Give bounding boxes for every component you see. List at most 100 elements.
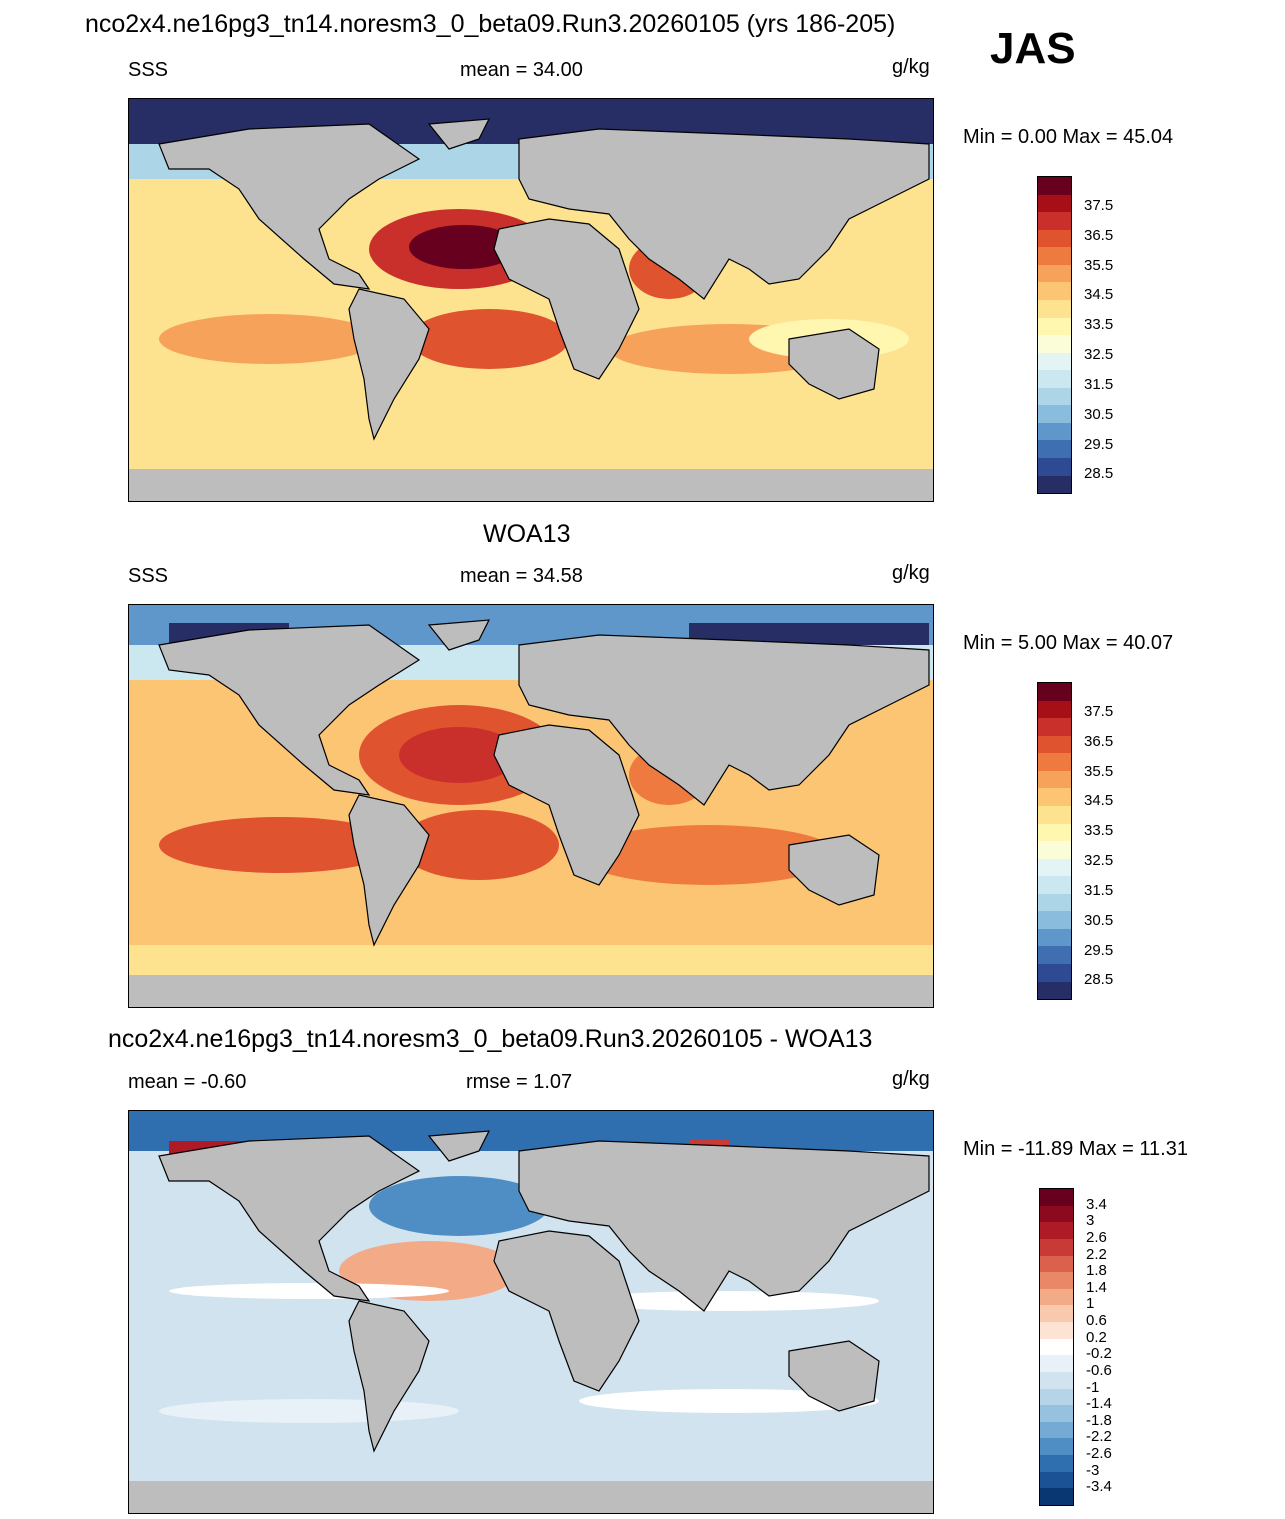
colorbar-swatch [1040, 1388, 1073, 1406]
panel3-units-label: g/kg [892, 1068, 930, 1090]
colorbar-tick-label: 30.5 [1084, 405, 1114, 423]
colorbar-swatch [1040, 1455, 1073, 1472]
colorbar-swatch [1038, 753, 1071, 771]
colorbar-tick-label: 32.5 [1084, 346, 1114, 364]
colorbar-swatch [1038, 876, 1071, 894]
panel3-title: nco2x4.ne16pg3_tn14.noresm3_0_beta09.Run… [108, 1025, 873, 1053]
panel1-map [128, 98, 934, 502]
colorbar-swatch [1040, 1205, 1073, 1223]
colorbar-tick-label: 2.6 [1086, 1228, 1107, 1246]
figure-title: nco2x4.ne16pg3_tn14.noresm3_0_beta09.Run… [85, 10, 896, 38]
colorbar-swatch [1040, 1471, 1073, 1489]
colorbar-tick-label: -3.4 [1086, 1478, 1112, 1496]
colorbar-swatch [1038, 194, 1071, 213]
colorbar-swatch [1038, 718, 1071, 736]
panel2-map [128, 604, 934, 1008]
colorbar-swatch [1040, 1438, 1073, 1455]
panel1-colorbar [1037, 176, 1072, 494]
colorbar-swatch [1038, 177, 1071, 195]
panel3-colorbar-labels: 3.4 3 2.6 2.2 1.8 1.4 1 0.6 0.2 -0.2 -0.6 -1 -1.4 -1.… [1086, 1188, 1146, 1504]
colorbar-swatch [1038, 475, 1071, 494]
colorbar-tick-label: 34.5 [1084, 286, 1114, 304]
colorbar-swatch [1038, 700, 1071, 719]
colorbar-swatch [1040, 1305, 1073, 1322]
colorbar-tick-label: -1.8 [1086, 1411, 1112, 1429]
colorbar-tick-label: -1 [1086, 1378, 1100, 1396]
colorbar-tick-label: -0.6 [1086, 1361, 1112, 1379]
colorbar-swatch [1038, 981, 1071, 1000]
colorbar-tick-label: 0.2 [1086, 1328, 1107, 1346]
panel3-rmse-label: rmse = 1.07 [466, 1071, 573, 1093]
panel3-minmax-label: Min = -11.89 Max = 11.31 [963, 1138, 1188, 1160]
colorbar-tick-label: 1.8 [1086, 1262, 1107, 1280]
panel2-colorbar [1037, 682, 1072, 1000]
colorbar-swatch [1038, 264, 1071, 283]
colorbar-swatch [1038, 247, 1071, 265]
colorbar-tick-label: 35.5 [1084, 256, 1114, 274]
colorbar-swatch [1038, 893, 1071, 912]
colorbar-swatch [1038, 858, 1071, 877]
colorbar-swatch [1038, 805, 1071, 824]
panel1-mean-label: mean = 34.00 [460, 59, 583, 81]
colorbar-swatch [1040, 1405, 1073, 1422]
panel3-mean-label: mean = -0.60 [128, 1071, 247, 1093]
colorbar-tick-label: 33.5 [1084, 316, 1114, 334]
colorbar-tick-label: 0.6 [1086, 1312, 1107, 1330]
colorbar-tick-label: -1.4 [1086, 1395, 1112, 1413]
colorbar-swatch [1038, 387, 1071, 406]
colorbar-swatch [1038, 683, 1071, 701]
colorbar-swatch [1038, 422, 1071, 441]
colorbar-tick-label: 34.5 [1084, 792, 1114, 810]
colorbar-tick-label: 29.5 [1084, 941, 1114, 959]
season-label: JAS [990, 24, 1076, 73]
colorbar-swatch [1038, 299, 1071, 318]
colorbar-tick-label: -3 [1086, 1461, 1100, 1479]
colorbar-swatch [1038, 928, 1071, 947]
panel1-units-label: g/kg [892, 56, 930, 78]
colorbar-swatch [1038, 946, 1071, 964]
colorbar-tick-label: 31.5 [1084, 375, 1114, 393]
colorbar-tick-label: -2.2 [1086, 1428, 1112, 1446]
panel3-colorbar [1039, 1188, 1074, 1506]
panel2-variable-label: SSS [128, 565, 169, 587]
colorbar-swatch [1038, 370, 1071, 388]
colorbar-swatch [1040, 1222, 1073, 1239]
colorbar-swatch [1040, 1288, 1073, 1306]
panel1-minmax-label: Min = 0.00 Max = 45.04 [963, 126, 1174, 148]
panel2-mean-label: mean = 34.58 [460, 565, 583, 587]
colorbar-swatch [1038, 282, 1071, 300]
colorbar-tick-label: 33.5 [1084, 822, 1114, 840]
colorbar-swatch [1038, 440, 1071, 458]
colorbar-swatch [1038, 352, 1071, 371]
colorbar-swatch [1040, 1371, 1073, 1389]
colorbar-tick-label: 32.5 [1084, 852, 1114, 870]
panel2-units-label: g/kg [892, 562, 930, 584]
colorbar-swatch [1038, 788, 1071, 806]
panel2-title: WOA13 [483, 520, 571, 548]
colorbar-swatch [1038, 911, 1071, 929]
panel2-minmax-label: Min = 5.00 Max = 40.07 [963, 632, 1174, 654]
colorbar-swatch [1040, 1322, 1073, 1339]
colorbar-tick-label: 31.5 [1084, 881, 1114, 899]
colorbar-swatch [1038, 823, 1071, 842]
panel1-colorbar-labels: 37.5 36.5 35.5 34.5 33.5 32.5 31.5 30.5 29.5 28.5 [1084, 176, 1144, 492]
colorbar-tick-label: 29.5 [1084, 435, 1114, 453]
colorbar-swatch [1038, 229, 1071, 248]
colorbar-tick-label: 37.5 [1084, 196, 1114, 214]
colorbar-tick-label: 1.4 [1086, 1278, 1107, 1296]
colorbar-swatch [1038, 841, 1071, 859]
colorbar-tick-label: 28.5 [1084, 971, 1114, 989]
colorbar-swatch [1038, 735, 1071, 754]
colorbar-swatch [1040, 1272, 1073, 1289]
colorbar-tick-label: 2.2 [1086, 1245, 1107, 1263]
colorbar-tick-label: 1 [1086, 1295, 1095, 1313]
colorbar-tick-label: 30.5 [1084, 911, 1114, 929]
colorbar-tick-label: -2.6 [1086, 1445, 1112, 1463]
colorbar-swatch [1040, 1255, 1073, 1273]
colorbar-swatch [1038, 964, 1071, 982]
colorbar-tick-label: 3.4 [1086, 1195, 1107, 1213]
colorbar-swatch [1040, 1488, 1073, 1505]
colorbar-tick-label: -0.2 [1086, 1345, 1112, 1363]
colorbar-tick-label: 36.5 [1084, 732, 1114, 750]
colorbar-swatch [1040, 1355, 1073, 1372]
